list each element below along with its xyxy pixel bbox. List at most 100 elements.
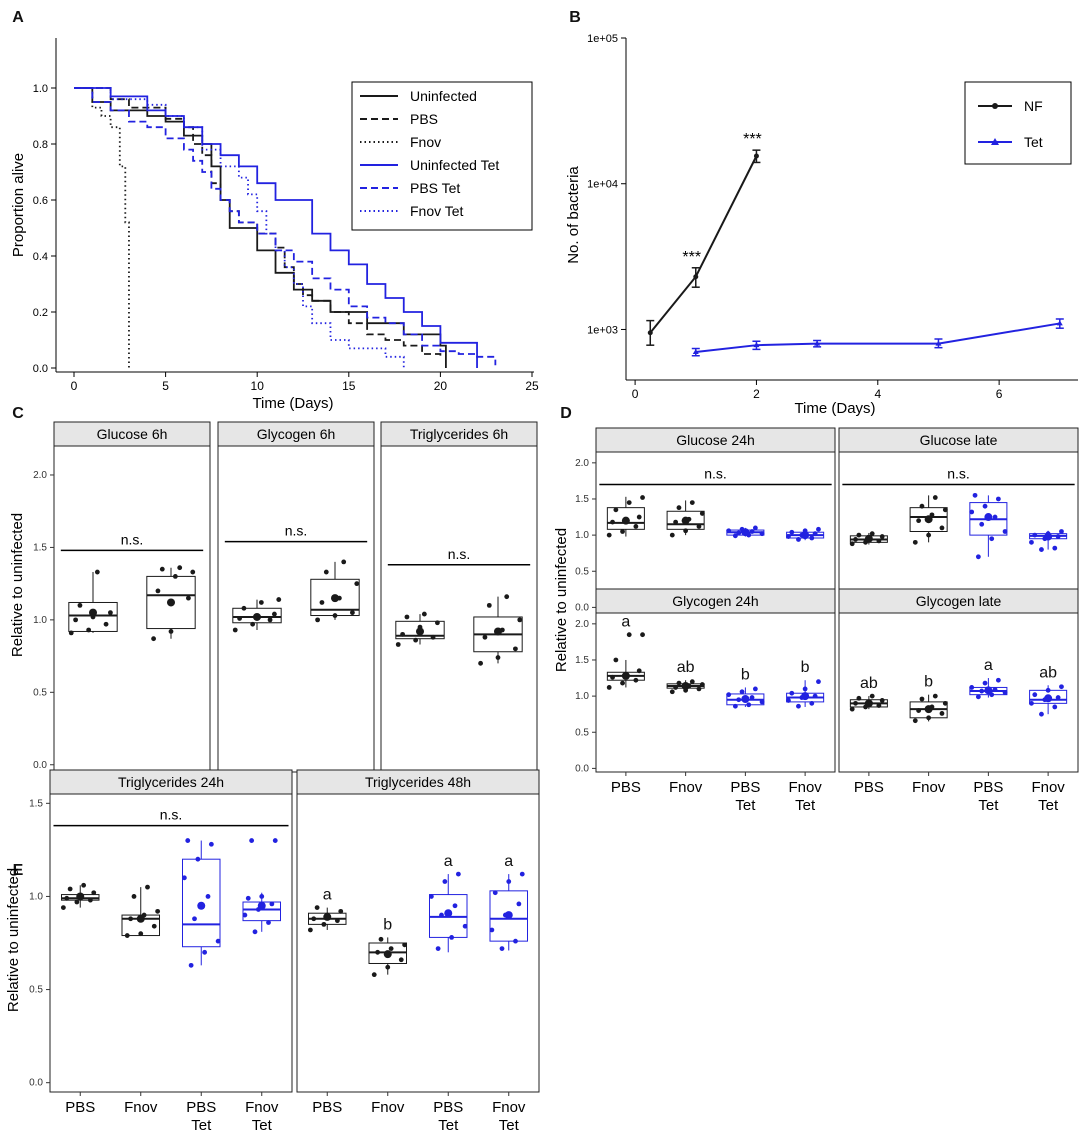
category-label-line: Tet xyxy=(1038,797,1059,814)
facet-frame xyxy=(380,445,538,773)
group-letter: a xyxy=(504,853,513,870)
y-tick-label: 0.5 xyxy=(33,687,47,698)
jitter-point xyxy=(151,923,157,929)
jitter-point xyxy=(1029,700,1034,706)
facet-strip xyxy=(49,769,293,795)
panel-d-box-chart: D Glucose 24h 0.0 0.5 1.0 1.5 2.0 n.s. Glucose l… xyxy=(553,405,1079,814)
category-label: PBS Tet xyxy=(433,1099,463,1134)
x-tick-label: 25 xyxy=(525,379,539,393)
significance-label: n.s. xyxy=(448,546,471,562)
y-tick-label: 0.5 xyxy=(575,566,589,577)
category-label-line: PBS xyxy=(730,779,760,796)
jitter-point xyxy=(1039,547,1044,552)
jitter-point xyxy=(64,895,70,901)
jitter-point xyxy=(606,685,612,690)
jitter-point xyxy=(992,514,998,520)
data-point xyxy=(753,342,760,348)
jitter-point xyxy=(876,538,882,544)
box-group xyxy=(428,871,468,953)
category-label-line: PBS xyxy=(186,1099,216,1116)
jitter-point xyxy=(276,597,282,602)
x-tick-label: 4 xyxy=(874,387,881,401)
category-label: PBS xyxy=(65,1099,95,1116)
jitter-point xyxy=(995,496,1001,502)
jitter-point xyxy=(311,916,317,922)
legend-label-2: Fnov xyxy=(410,134,441,150)
category-label-line: Fnov xyxy=(669,779,703,796)
jitter-point xyxy=(504,594,510,600)
box-group xyxy=(121,884,161,938)
group-letter: b xyxy=(801,659,810,676)
jitter-point xyxy=(452,903,458,909)
y-axis-title: Proportion alive xyxy=(10,153,27,257)
jitter-point xyxy=(969,509,975,515)
x-tick-label: 10 xyxy=(251,379,265,393)
category-label: Fnov xyxy=(669,779,703,796)
facet-title: Glycogen late xyxy=(916,593,1002,609)
jitter-point xyxy=(982,680,988,686)
jitter-point xyxy=(919,696,925,702)
box-group xyxy=(68,569,118,636)
mean-point xyxy=(681,516,690,525)
jitter-point xyxy=(272,838,278,843)
jitter-point xyxy=(395,642,401,647)
group-letter: b xyxy=(383,916,392,933)
jitter-point xyxy=(749,695,755,700)
category-label-line: Tet xyxy=(191,1117,212,1134)
y-tick-label: 0.0 xyxy=(575,763,589,774)
jitter-point xyxy=(462,923,468,929)
jitter-point xyxy=(145,884,150,890)
jitter-point xyxy=(413,637,419,643)
box-group xyxy=(310,559,360,623)
group-letter: a xyxy=(444,853,453,870)
legend-label-NF: NF xyxy=(1024,98,1043,114)
jitter-point xyxy=(626,500,632,505)
mean-point xyxy=(253,612,261,621)
jitter-point xyxy=(942,507,948,513)
legend-label-0: Uninfected xyxy=(410,88,477,104)
y-tick-label: 1e+04 xyxy=(587,179,618,191)
jitter-point xyxy=(442,879,448,884)
legend-marker xyxy=(992,103,998,109)
y-tick-label: 1.5 xyxy=(575,655,589,666)
jitter-point xyxy=(375,949,381,955)
box-group xyxy=(606,632,645,690)
jitter-point xyxy=(979,521,985,527)
panel-a-survival-chart: A 0 5 10 15 20 25 0.0 0.2 0.4 0.6 0.8 1.0 Time (Days)… xyxy=(10,9,539,412)
jitter-point xyxy=(816,679,821,685)
y-axis-title: No. of bacteria xyxy=(565,166,582,264)
jitter-point xyxy=(610,674,615,680)
jitter-point xyxy=(249,838,255,843)
mean-point xyxy=(621,516,630,525)
jitter-point xyxy=(321,921,327,927)
category-label: Fnov Tet xyxy=(788,779,822,814)
category-label-line: Tet xyxy=(499,1117,520,1134)
jitter-point xyxy=(439,912,444,918)
jitter-point xyxy=(1045,687,1051,693)
jitter-point xyxy=(73,617,78,623)
jitter-point xyxy=(128,916,134,922)
y-tick-label: 1.0 xyxy=(575,691,589,702)
box-group xyxy=(849,693,888,712)
x-tick-label: 2 xyxy=(753,387,760,401)
y-tick-label: 1.0 xyxy=(33,83,48,95)
jitter-point xyxy=(1055,534,1061,539)
series-line-NF xyxy=(649,155,758,334)
jitter-point xyxy=(398,957,404,963)
significance-label: *** xyxy=(743,131,762,148)
jitter-point xyxy=(319,600,325,605)
legend: NF Tet xyxy=(964,81,1072,165)
jitter-point xyxy=(989,536,995,542)
mean-point xyxy=(621,671,630,680)
category-label: Fnov xyxy=(371,1099,405,1116)
jitter-point xyxy=(489,927,495,933)
jitter-point xyxy=(995,677,1001,683)
facet-title: Glucose late xyxy=(920,432,998,448)
jitter-point xyxy=(869,693,875,699)
mean-point xyxy=(1044,694,1053,703)
jitter-point xyxy=(759,531,765,537)
x-tick-label: 0 xyxy=(632,387,639,401)
jitter-point xyxy=(67,886,73,892)
box-group xyxy=(786,679,825,709)
jitter-point xyxy=(513,938,518,944)
